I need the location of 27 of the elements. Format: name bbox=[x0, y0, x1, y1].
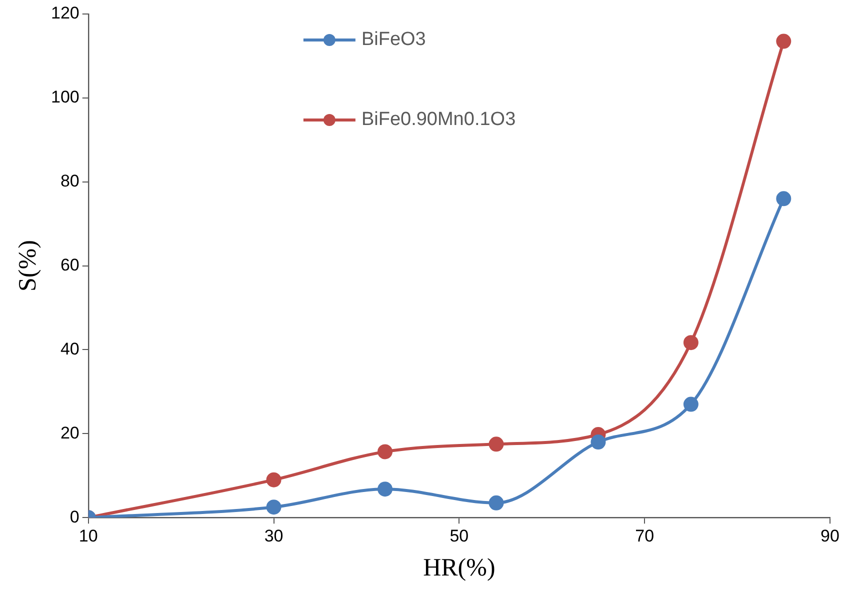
point bbox=[266, 472, 282, 488]
x-tick-label: 70 bbox=[635, 526, 654, 546]
y-tick-label: 120 bbox=[50, 4, 80, 23]
point bbox=[266, 500, 282, 515]
y-tick-label: 0 bbox=[70, 507, 80, 526]
point bbox=[378, 444, 393, 460]
legend-label: BiFeO3 bbox=[361, 29, 426, 50]
legend-label: BiFe0.90Mn0.1O3 bbox=[361, 109, 516, 130]
y-tick-label: 60 bbox=[60, 255, 80, 274]
y-tick-label: 20 bbox=[60, 423, 80, 442]
x-tick-label: 30 bbox=[264, 526, 284, 546]
point bbox=[776, 191, 792, 206]
point bbox=[378, 482, 393, 497]
point bbox=[776, 34, 792, 49]
x-axis-title: HR(%) bbox=[423, 554, 496, 582]
point bbox=[590, 434, 606, 450]
y-tick-label: 80 bbox=[60, 172, 80, 191]
point bbox=[683, 335, 698, 350]
x-tick-label: 10 bbox=[78, 526, 98, 546]
point bbox=[683, 396, 698, 412]
point bbox=[488, 436, 504, 452]
y-tick-label: 100 bbox=[50, 88, 80, 107]
y-axis-title: S(%) bbox=[14, 240, 42, 292]
x-tick-label: 50 bbox=[450, 526, 469, 546]
y-tick-label: 40 bbox=[60, 339, 80, 358]
point bbox=[488, 495, 504, 510]
x-tick-label: 90 bbox=[820, 526, 840, 546]
